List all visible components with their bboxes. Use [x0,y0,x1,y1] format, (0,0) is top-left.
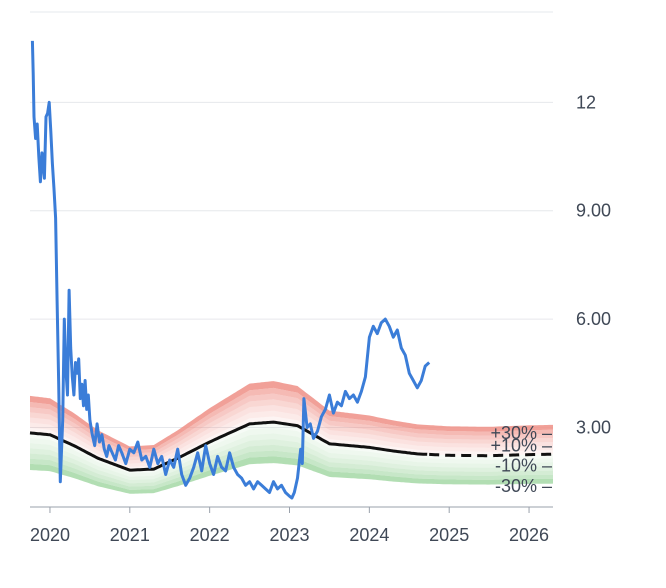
band-label: +10% – [490,436,552,456]
x-tick-label: 2026 [509,525,549,545]
y-tick-label: 3.00 [576,418,611,438]
x-tick-label: 2022 [190,525,230,545]
x-tick-label: 2024 [349,525,389,545]
x-tick-label: 2021 [110,525,150,545]
y-tick-label: 9.00 [576,201,611,221]
x-tick-label: 2020 [30,525,70,545]
x-tick-label: 2023 [269,525,309,545]
price-line [30,40,431,500]
fair-value-line [29,420,428,472]
y-tick-label: 12 [576,92,596,112]
band-label: +30% – [490,423,552,443]
band-label: -30% – [495,476,552,496]
fair-value-projection-line [429,452,554,458]
x-tick-label: 2025 [429,525,469,545]
undervalued-band [30,456,553,494]
band-label: -10% – [495,455,552,475]
y-tick-label: 6.00 [576,309,611,329]
